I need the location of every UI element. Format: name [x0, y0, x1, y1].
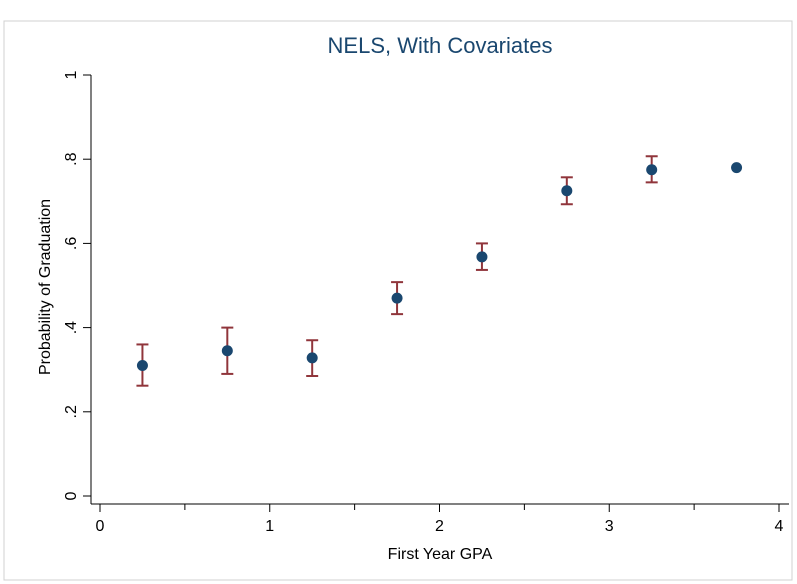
y-tick-label: .4: [63, 321, 80, 334]
x-tick-label: 2: [435, 518, 444, 535]
x-tick-label: 1: [265, 518, 274, 535]
x-tick-label: 4: [775, 518, 784, 535]
x-axis-label: First Year GPA: [388, 546, 493, 563]
y-axis-ticks: 0 .2 .4 .6 .8 1: [63, 70, 91, 500]
data-point: [391, 292, 403, 304]
chart-title: NELS, With Covariates: [328, 33, 553, 58]
x-tick-label: 3: [605, 518, 614, 535]
data-point: [476, 251, 488, 263]
y-tick-label: .6: [63, 237, 80, 250]
y-tick-label: .8: [63, 152, 80, 165]
y-tick-label: .2: [63, 405, 80, 418]
data-point: [306, 352, 318, 364]
x-tick-label: 0: [96, 518, 105, 535]
y-axis-label: Probability of Graduation: [37, 199, 54, 375]
data-points: [136, 155, 743, 387]
x-axis-ticks: 0 1 2 3 4: [96, 504, 784, 535]
data-point: [731, 162, 743, 174]
y-tick-label: 0: [63, 491, 80, 500]
data-point: [136, 359, 148, 371]
data-point: [646, 164, 658, 176]
y-tick-label: 1: [63, 70, 80, 79]
data-point: [561, 185, 573, 197]
data-point: [221, 345, 233, 357]
